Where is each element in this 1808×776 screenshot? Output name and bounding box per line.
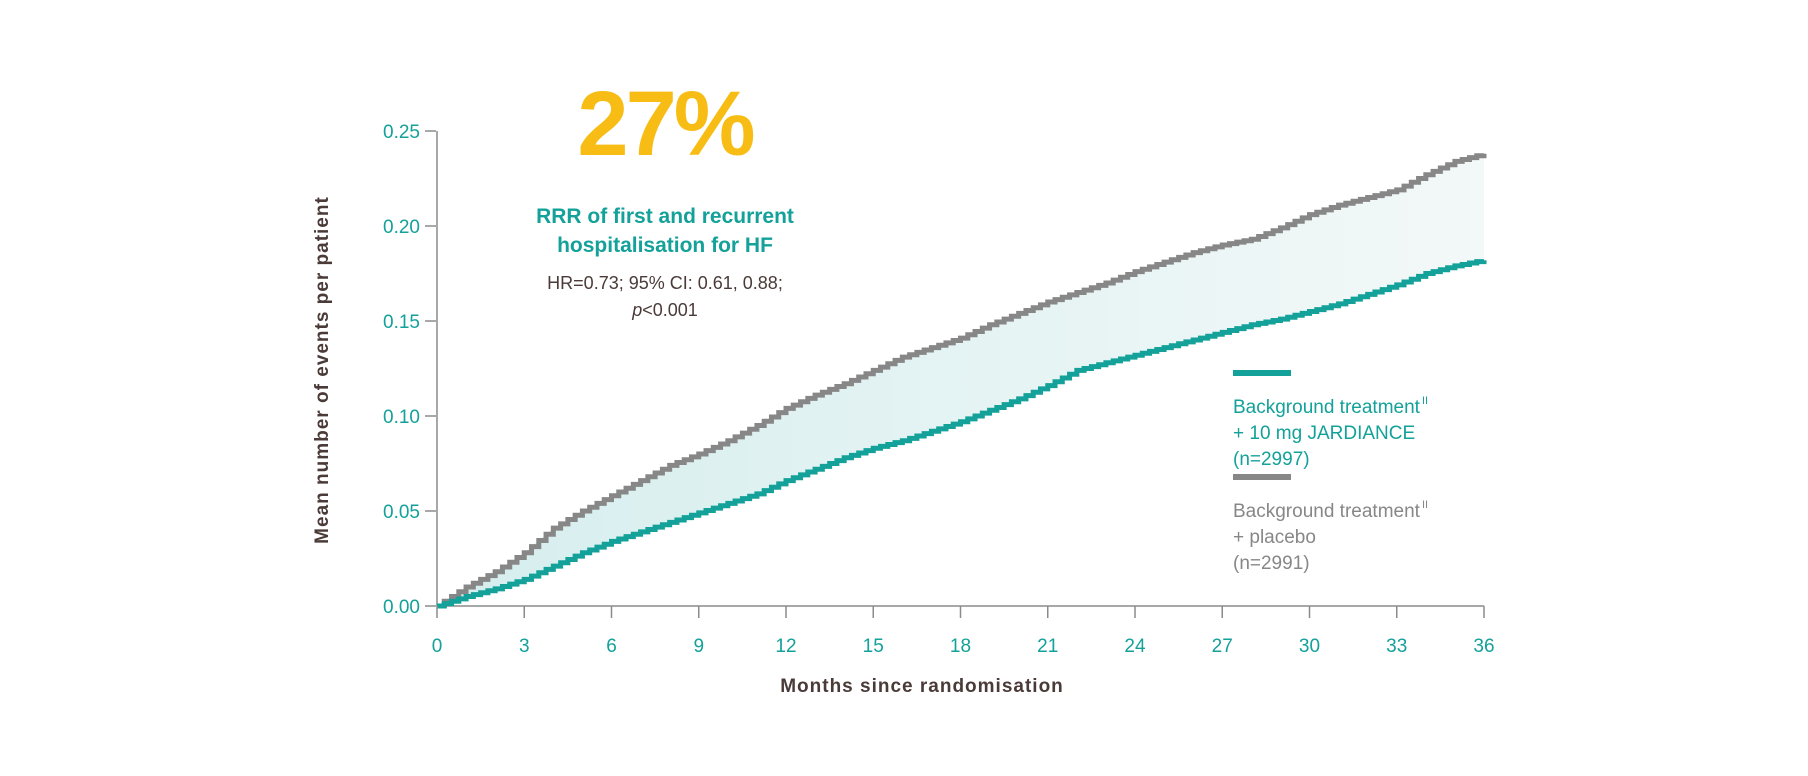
legend-jardiance-line2: + 10 mg JARDIANCE xyxy=(1233,423,1416,444)
headline-title-line1: RRR of first and recurrent xyxy=(536,205,794,228)
headline-value: 27% xyxy=(577,73,755,175)
headline-title: RRR of first and recurrent hospitalisati… xyxy=(480,202,850,260)
x-tick-label: 30 xyxy=(1299,636,1320,657)
y-tick-label: 0.15 xyxy=(383,312,420,333)
y-tick-label: 0.10 xyxy=(383,407,420,428)
y-tick-label: 0.00 xyxy=(383,597,420,618)
x-tick-label: 36 xyxy=(1473,636,1494,657)
headline-title-line2: hospitalisation for HF xyxy=(557,234,773,257)
x-tick-label: 27 xyxy=(1212,636,1233,657)
y-axis-title: Mean number of events per patient xyxy=(312,196,333,544)
y-tick-label: 0.05 xyxy=(383,502,420,523)
series-line-placebo xyxy=(437,153,1487,609)
legend-jardiance-line3: (n=2997) xyxy=(1233,449,1310,470)
x-tick-label: 15 xyxy=(863,636,884,657)
x-tick-label: 12 xyxy=(775,636,796,657)
x-tick-label: 3 xyxy=(519,636,530,657)
stats-line1: HR=0.73; 95% CI: 0.61, 0.88; xyxy=(547,273,783,293)
x-tick-label: 9 xyxy=(693,636,704,657)
x-axis-title: Months since randomisation xyxy=(780,676,1064,697)
legend-placebo-line2: + placebo xyxy=(1233,527,1316,548)
legend-item-jardiance: Background treatment II + 10 mg JARDIANCE… xyxy=(1233,370,1428,473)
x-tick-label: 21 xyxy=(1037,636,1058,657)
legend-jardiance-line1: Background treatment II xyxy=(1233,395,1429,418)
x-tick-label: 24 xyxy=(1124,636,1146,657)
legend-placebo-line1: Background treatment II xyxy=(1233,499,1429,522)
x-tick-label: 6 xyxy=(606,636,617,657)
series-line-jardiance xyxy=(437,259,1487,609)
legend-item-placebo: Background treatment II + placebo (n=2991… xyxy=(1233,474,1428,577)
legend-placebo-line3: (n=2991) xyxy=(1233,553,1310,574)
stats-p-symbol: p xyxy=(632,300,643,320)
y-tick-label: 0.25 xyxy=(383,122,420,143)
legend-swatch-placebo xyxy=(1233,474,1291,480)
x-tick-label: 0 xyxy=(432,636,443,657)
stats-p-value: <0.001 xyxy=(642,300,698,320)
shaded-difference-area xyxy=(437,153,1484,607)
stats-line2: p<0.001 xyxy=(480,297,850,324)
x-tick-label: 33 xyxy=(1386,636,1407,657)
x-tick-label: 18 xyxy=(950,636,971,657)
headline-stats: HR=0.73; 95% CI: 0.61, 0.88; p<0.001 xyxy=(480,270,850,324)
legend-swatch-jardiance xyxy=(1233,370,1291,376)
y-tick-label: 0.20 xyxy=(383,217,420,238)
